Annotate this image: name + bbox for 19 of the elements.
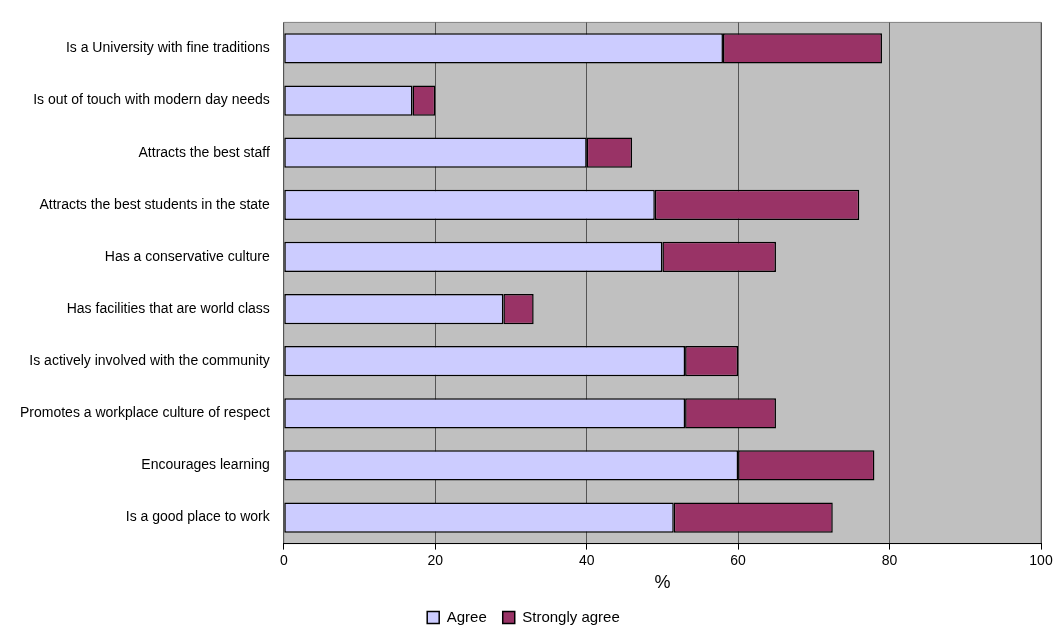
x-tick-label: 40 <box>578 551 595 568</box>
y-tick-label: Is a University with fine traditions <box>65 39 270 56</box>
y-tick-label: Attracts the best students in the state <box>39 195 270 212</box>
x-tick-label: 80 <box>881 551 898 568</box>
x-tick-label: 100 <box>1029 551 1053 568</box>
y-tick-label: Has facilities that are world class <box>66 299 270 316</box>
y-tick-label: Is a good place to work <box>125 508 271 525</box>
x-axis-title: % <box>654 572 671 593</box>
x-tick-label: 60 <box>730 551 747 568</box>
y-tick-label: Promotes a workplace culture of respect <box>20 404 270 421</box>
y-tick-label: Encourages learning <box>141 456 270 473</box>
x-tick-label: 20 <box>427 551 444 568</box>
y-tick-label: Is out of touch with modern day needs <box>33 91 270 108</box>
legend-label: Strongly agree <box>522 607 620 625</box>
y-tick-label: Attracts the best staff <box>138 143 270 160</box>
legend-label: Agree <box>446 607 487 625</box>
y-tick-label: Has a conservative culture <box>104 247 270 264</box>
y-tick-label: Is actively involved with the community <box>29 352 270 369</box>
x-tick-label: 0 <box>279 551 288 568</box>
